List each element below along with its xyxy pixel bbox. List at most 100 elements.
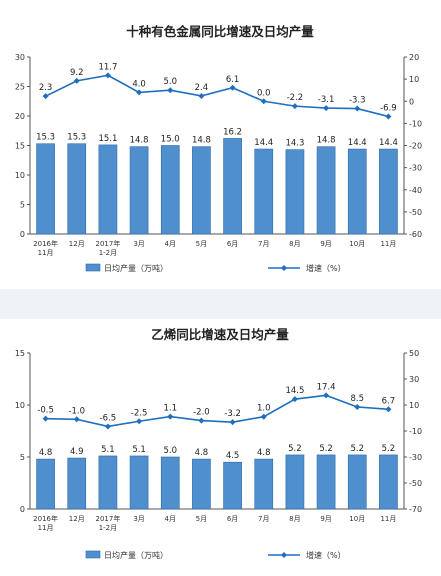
right-tick-label: -70 (409, 505, 422, 514)
line-value-label: 6.7 (382, 396, 396, 406)
legend-bar-label: 日均产量（万吨） (104, 263, 168, 273)
line-value-label: 4.0 (132, 79, 146, 89)
x-tick-label: 9月 (320, 240, 331, 248)
line-value-label: 2.4 (195, 83, 209, 93)
line-value-label: -6.9 (380, 104, 397, 114)
x-tick-label: 1-2月 (99, 524, 117, 532)
bar (98, 144, 118, 235)
chart-panel-ethylene: 乙烯同比增速及日均产量 0 5 10 15 50 30 10 -10 -30 -50 -70 4.8 4.… (0, 319, 441, 576)
right-tick-label: -10 (409, 119, 422, 128)
right-tick-label: 10 (409, 75, 419, 84)
line-value-label: -2.2 (287, 93, 304, 103)
right-tick-label: -30 (409, 453, 422, 462)
bar-value-label: 15.0 (161, 135, 180, 145)
right-tick-label: -50 (409, 208, 422, 217)
bar (36, 458, 55, 510)
legend-line-marker (281, 552, 287, 558)
x-tick-label: 10月 (349, 515, 365, 523)
bar-value-label: 14.8 (317, 136, 336, 146)
chart-title: 乙烯同比增速及日均产量 (151, 327, 289, 342)
x-tick-label: 2016年 (33, 514, 58, 523)
left-tick-label: 15 (15, 142, 25, 151)
bar-value-label: 14.4 (348, 138, 367, 148)
line-point (354, 403, 361, 410)
bar-value-label: 5.2 (319, 444, 333, 454)
line-value-label: -2.5 (131, 408, 148, 418)
bar-value-label: 5.1 (101, 445, 115, 455)
x-tick-label: 11月 (380, 240, 396, 248)
x-tick-label: 6月 (227, 240, 238, 248)
x-tick-label: 8月 (289, 515, 300, 523)
bar (285, 149, 305, 235)
bar (347, 148, 367, 235)
bar-value-label: 4.9 (70, 447, 84, 457)
bar (67, 143, 87, 235)
x-tick-label: 5月 (196, 515, 207, 523)
x-tick-label: 3月 (133, 515, 144, 523)
bar-value-label: 14.4 (379, 138, 398, 148)
line-value-label: -1.0 (68, 406, 85, 416)
line-value-label: -3.2 (224, 409, 241, 419)
line-point (385, 113, 392, 120)
left-tick-label: 25 (15, 83, 25, 92)
bar (160, 145, 180, 235)
growth-line (45, 74, 389, 118)
right-tick-label: -40 (409, 186, 422, 195)
bar-value-label: 4.5 (226, 451, 240, 461)
line-value-label: 11.7 (98, 62, 117, 72)
x-tick-label: 12月 (69, 515, 85, 523)
line-point (229, 84, 236, 91)
line-point (291, 396, 298, 403)
right-tick-label: 10 (409, 401, 419, 410)
left-tick-label: 0 (20, 505, 25, 514)
bar-value-label: 5.2 (382, 444, 396, 454)
bar-value-label: 15.3 (36, 133, 55, 143)
bar-value-label: 14.3 (285, 139, 304, 149)
line-value-label: 14.5 (285, 386, 304, 396)
bar (316, 454, 336, 510)
line-value-label: -3.3 (349, 96, 366, 106)
chart-title: 十种有色金属同比增速及日均产量 (126, 24, 314, 39)
line-point (323, 392, 330, 399)
bar-value-label: 4.8 (257, 448, 271, 458)
bar-value-label: 5.2 (350, 444, 364, 454)
line-value-label: 17.4 (317, 382, 336, 392)
line-value-label: -6.5 (100, 413, 117, 423)
bar-value-label: 4.8 (195, 448, 209, 458)
bar (379, 454, 398, 510)
bar (129, 146, 149, 235)
x-tick-label: 9月 (320, 515, 331, 523)
legend-bar-label: 日均产量（万吨） (104, 550, 168, 560)
bar (347, 454, 367, 510)
line-value-label: 9.2 (70, 68, 84, 78)
x-tick-label: 12月 (69, 240, 85, 248)
right-tick-label: 0 (409, 97, 414, 106)
bar (223, 461, 242, 510)
left-tick-label: 10 (15, 171, 25, 180)
bar-value-label: 5.1 (132, 445, 146, 455)
chart-nonferrous: 十种有色金属同比增速及日均产量 0 5 10 15 20 25 30 20 10 0 -10 -20 -3… (15, 24, 422, 273)
line-point (260, 98, 267, 105)
x-tick-label: 6月 (227, 515, 238, 523)
bar (129, 455, 149, 510)
right-tick-label: 20 (409, 53, 419, 62)
right-tick-label: -60 (409, 230, 422, 239)
line-value-label: 0.0 (257, 88, 271, 98)
line-value-label: 8.5 (350, 394, 364, 404)
left-tick-label: 15 (15, 349, 25, 358)
line-point (136, 418, 143, 425)
legend-line-marker (281, 265, 287, 271)
line-point (354, 105, 361, 112)
left-tick-label: 5 (20, 453, 25, 462)
bar (160, 456, 180, 510)
line-point (385, 406, 392, 413)
bar (98, 455, 118, 510)
line-point (198, 92, 205, 99)
x-tick-label: 1-2月 (99, 249, 117, 257)
bar-value-label: 4.8 (39, 448, 53, 458)
line-point (198, 417, 205, 424)
x-tick-label: 11月 (38, 249, 54, 257)
bar (285, 454, 305, 510)
bar (192, 146, 211, 235)
x-tick-label: 11月 (38, 524, 54, 532)
